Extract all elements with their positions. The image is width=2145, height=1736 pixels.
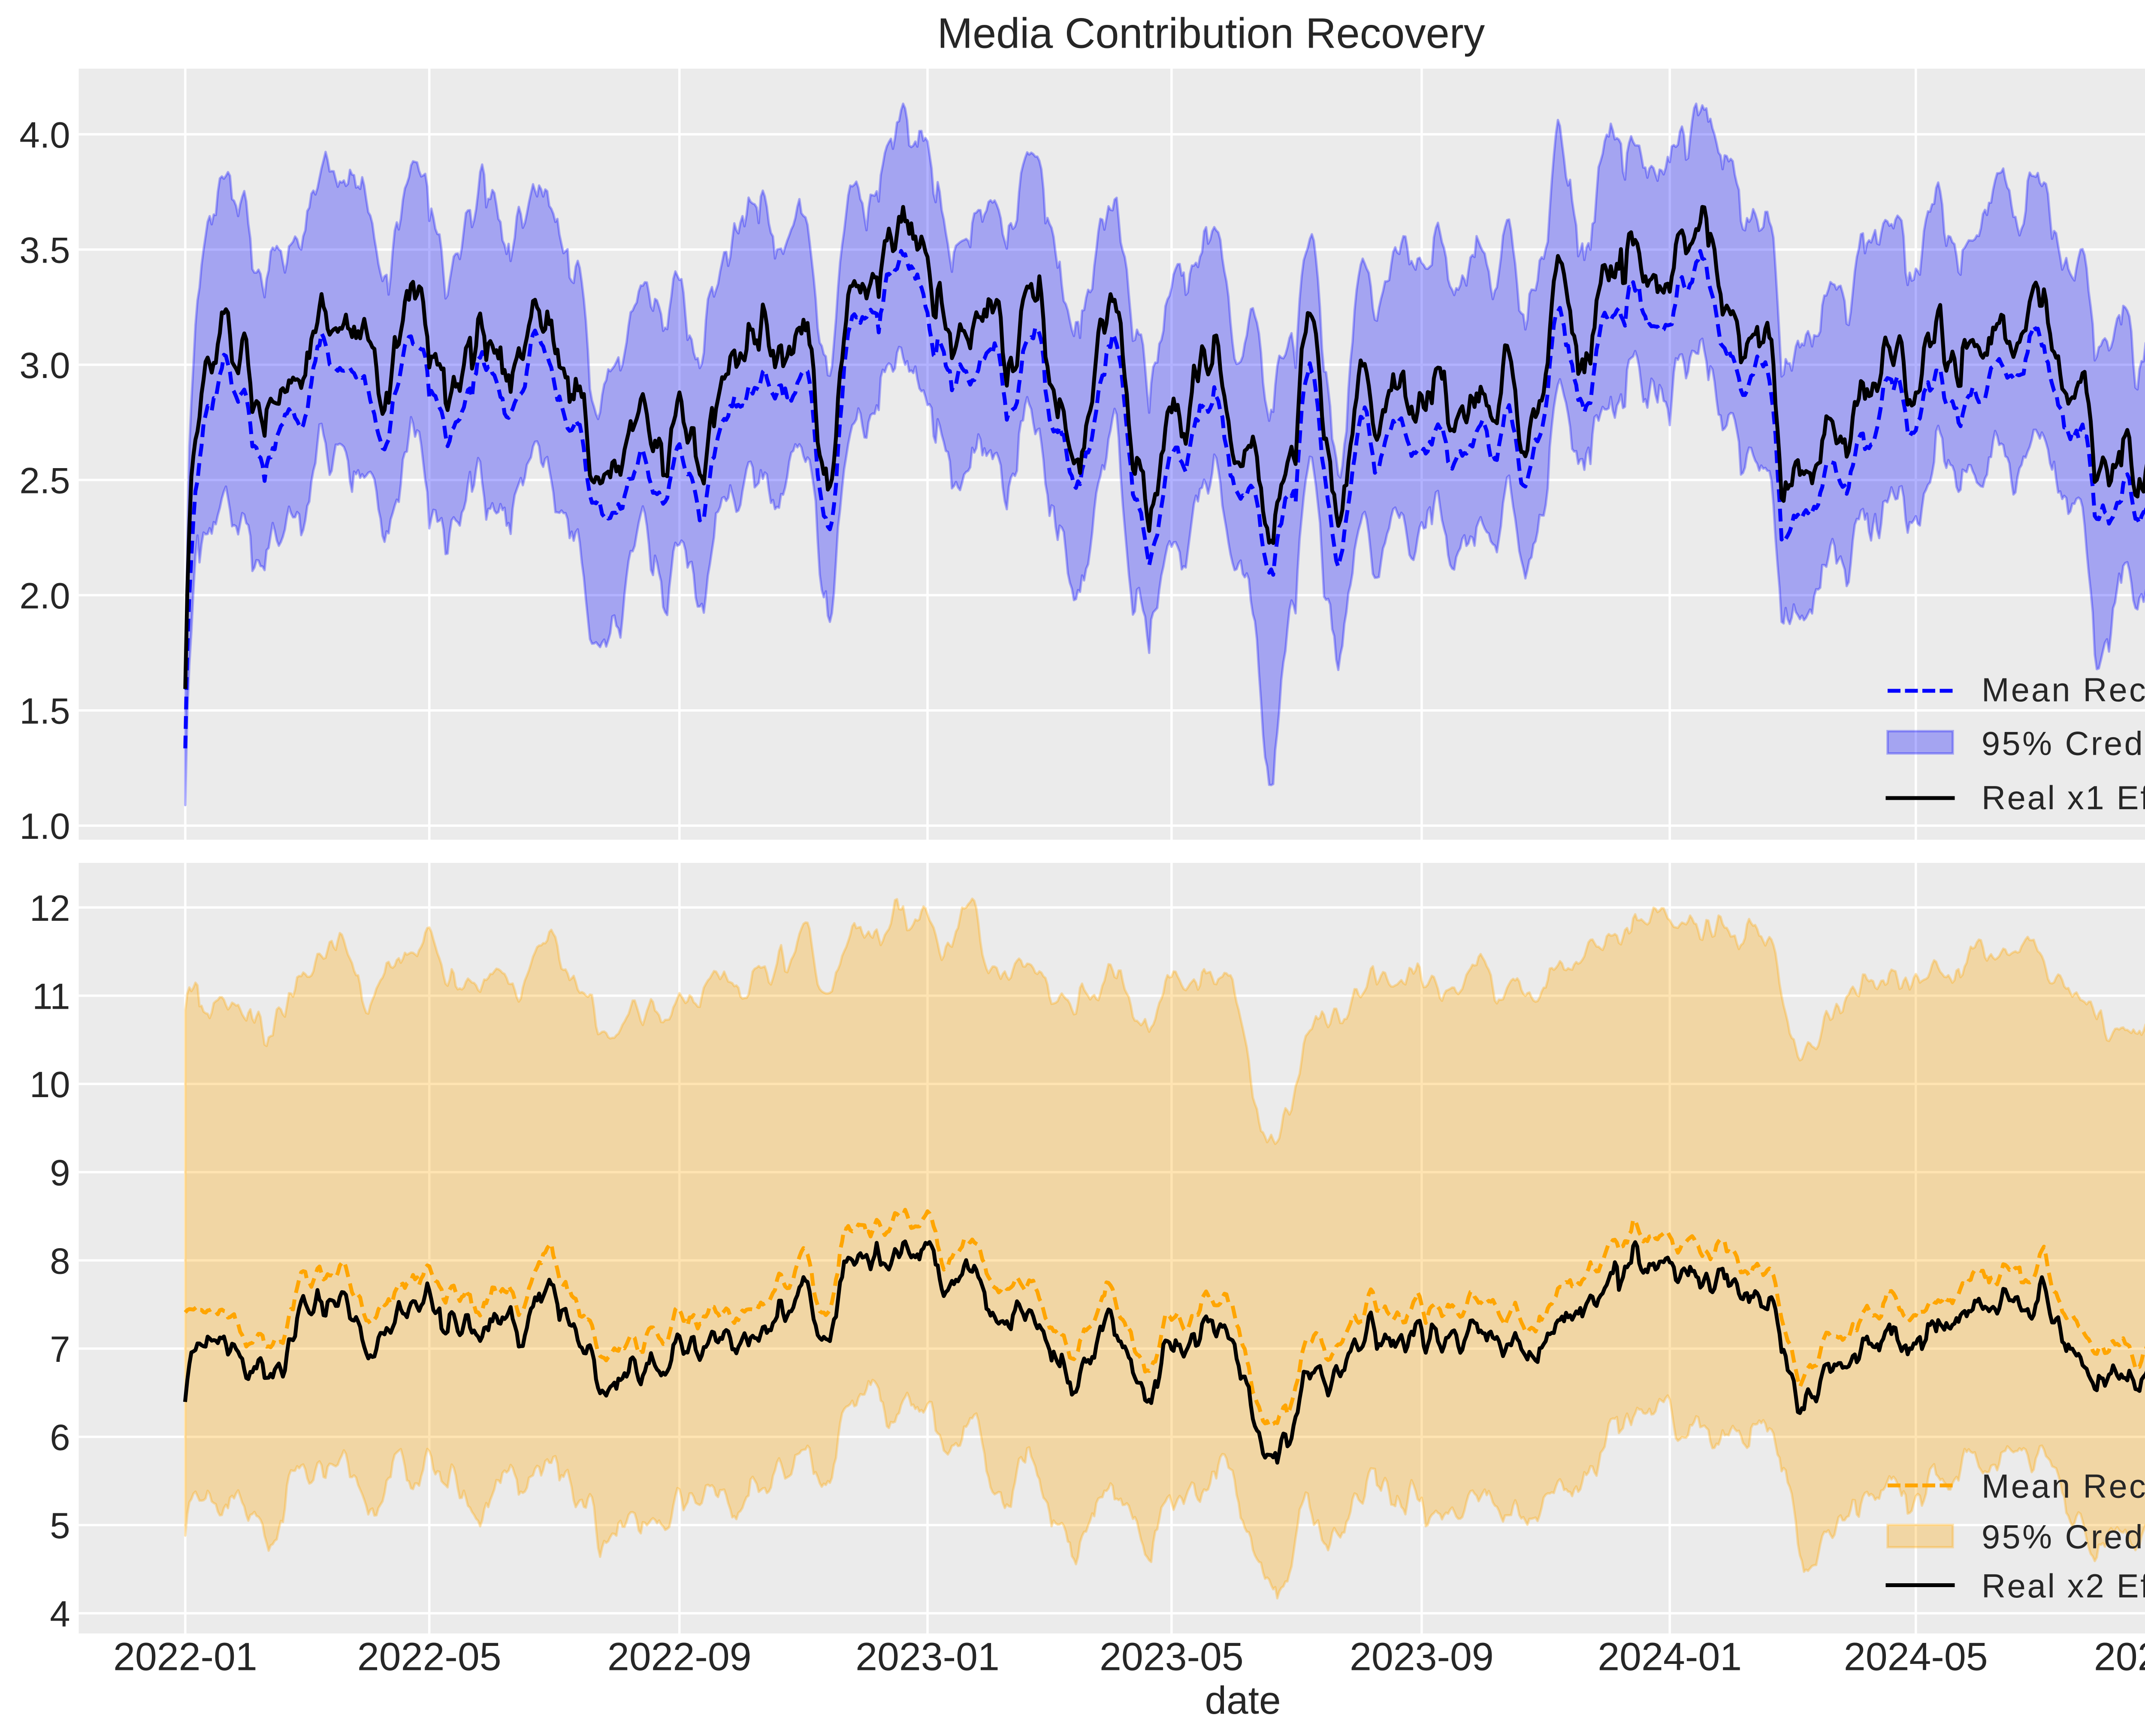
svg-text:1.5: 1.5 [19, 691, 70, 732]
svg-text:2024-01: 2024-01 [1598, 1635, 1742, 1679]
svg-text:10: 10 [30, 1065, 70, 1105]
svg-text:3.5: 3.5 [19, 230, 70, 271]
svg-text:95% Credible Interval: 95% Credible Interval [1982, 726, 2145, 762]
svg-text:4: 4 [50, 1594, 70, 1635]
svg-text:95% Credible Interval: 95% Credible Interval [1982, 1518, 2145, 1555]
svg-text:2.5: 2.5 [19, 460, 70, 501]
svg-text:6: 6 [50, 1418, 70, 1458]
svg-text:2024-05: 2024-05 [1844, 1635, 1988, 1679]
svg-text:2023-05: 2023-05 [1100, 1635, 1244, 1679]
svg-text:12: 12 [30, 888, 70, 929]
svg-text:date: date [1205, 1679, 1281, 1722]
svg-text:3.0: 3.0 [19, 345, 70, 386]
svg-text:5: 5 [50, 1506, 70, 1546]
svg-text:2022-09: 2022-09 [607, 1635, 752, 1679]
svg-text:8: 8 [50, 1241, 70, 1282]
svg-text:Real x1 Effect: Real x1 Effect [1982, 780, 2145, 817]
svg-text:Media Contribution Recovery: Media Contribution Recovery [937, 9, 1485, 57]
svg-text:7: 7 [50, 1329, 70, 1370]
svg-text:2.0: 2.0 [19, 576, 70, 617]
svg-text:2023-01: 2023-01 [855, 1635, 1000, 1679]
svg-text:Real x2 Effect: Real x2 Effect [1982, 1568, 2145, 1605]
svg-text:2024-09: 2024-09 [2094, 1635, 2145, 1679]
svg-text:4.0: 4.0 [19, 115, 70, 156]
svg-text:2022-01: 2022-01 [113, 1635, 257, 1679]
svg-text:1.0: 1.0 [19, 806, 70, 847]
svg-text:Mean Recover x2 Effect: Mean Recover x2 Effect [1982, 1468, 2145, 1505]
svg-text:Mean Recover x1 Effect: Mean Recover x1 Effect [1982, 672, 2145, 709]
svg-text:2022-05: 2022-05 [357, 1635, 502, 1679]
svg-text:9: 9 [50, 1153, 70, 1194]
svg-text:2023-09: 2023-09 [1350, 1635, 1494, 1679]
svg-text:11: 11 [32, 976, 70, 1017]
